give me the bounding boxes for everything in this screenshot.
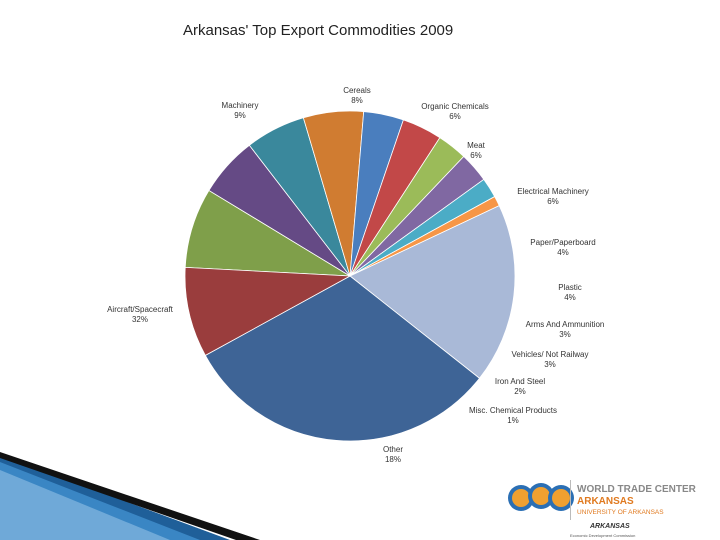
pie-labels: Cereals 8%Organic Chemicals 6%Meat 6%Electr… xyxy=(107,86,604,464)
logo-brand: ARKANSAS xyxy=(589,523,630,530)
chart-title: Arkansas' Top Export Commodities 2009 xyxy=(183,22,454,39)
slice-label-name: Electrical Machinery xyxy=(517,187,589,196)
logo-line1: WORLD TRADE CENTER xyxy=(577,484,697,495)
slice-label: Vehicles/ Not Railway 3% xyxy=(512,350,589,369)
pie-slice-aircraft-spacecraft xyxy=(204,275,481,442)
slice-label-percent: 2% xyxy=(514,387,526,396)
slice-label-percent: 6% xyxy=(470,151,482,160)
slice-label: Misc. Chemical Products 1% xyxy=(469,406,557,425)
slice-label: Machinery 9% xyxy=(222,101,259,120)
slice-label-name: Other xyxy=(383,445,403,454)
slice-label: Organic Chemicals 6% xyxy=(421,102,489,121)
decorative-swoosh xyxy=(0,452,260,540)
slice-label-name: Organic Chemicals xyxy=(421,102,489,111)
slice-label-name: Meat xyxy=(467,141,486,150)
slice-label: Cereals 8% xyxy=(343,86,371,105)
slice-label-percent: 8% xyxy=(351,96,363,105)
slice-label-percent: 6% xyxy=(449,112,461,121)
slice-label: Iron And Steel 2% xyxy=(495,377,545,396)
logo-line3: UNIVERSITY OF ARKANSAS xyxy=(577,509,664,516)
pie-slice-machinery xyxy=(184,266,352,356)
slice-label-name: Vehicles/ Not Railway xyxy=(512,350,589,359)
slice-label: Aircraft/Spacecraft 32% xyxy=(107,305,174,324)
slice-label: Electrical Machinery 6% xyxy=(517,187,589,206)
pie-slice-other xyxy=(349,205,516,379)
slice-label-percent: 6% xyxy=(547,197,559,206)
slice-label-percent: 3% xyxy=(559,330,571,339)
slice-label: Meat 6% xyxy=(467,141,486,160)
slice-label-name: Arms And Ammunition xyxy=(526,320,605,329)
slice-label: Arms And Ammunition 3% xyxy=(526,320,605,339)
slice-label-name: Machinery xyxy=(222,101,259,110)
slice-label-percent: 3% xyxy=(544,360,556,369)
logo-line2: ARKANSAS xyxy=(577,496,634,507)
slice-label-percent: 4% xyxy=(564,293,576,302)
logo-tagline: Economic Development Commission xyxy=(570,533,635,538)
slice-label-percent: 9% xyxy=(234,111,246,120)
slice-label-percent: 18% xyxy=(385,455,401,464)
slice-label-name: Cereals xyxy=(343,86,371,95)
world-trade-center-logo: WORLD TRADE CENTER ARKANSAS UNIVERSITY O… xyxy=(508,480,697,538)
globe-logo-icon xyxy=(508,483,574,511)
slice-label-name: Iron And Steel xyxy=(495,377,545,386)
slice-label-name: Aircraft/Spacecraft xyxy=(107,305,174,314)
slice-label-percent: 4% xyxy=(557,248,569,257)
slice-label-name: Plastic xyxy=(558,283,582,292)
slice-label-name: Paper/Paperboard xyxy=(530,238,595,247)
slice-label: Other 18% xyxy=(383,445,403,464)
slice-label: Paper/Paperboard 4% xyxy=(530,238,595,257)
slice-label-name: Misc. Chemical Products xyxy=(469,406,557,415)
slice-label: Plastic 4% xyxy=(558,283,582,302)
slice-label-percent: 32% xyxy=(132,315,148,324)
pie-slices xyxy=(184,110,516,442)
slice-label-percent: 1% xyxy=(507,416,519,425)
